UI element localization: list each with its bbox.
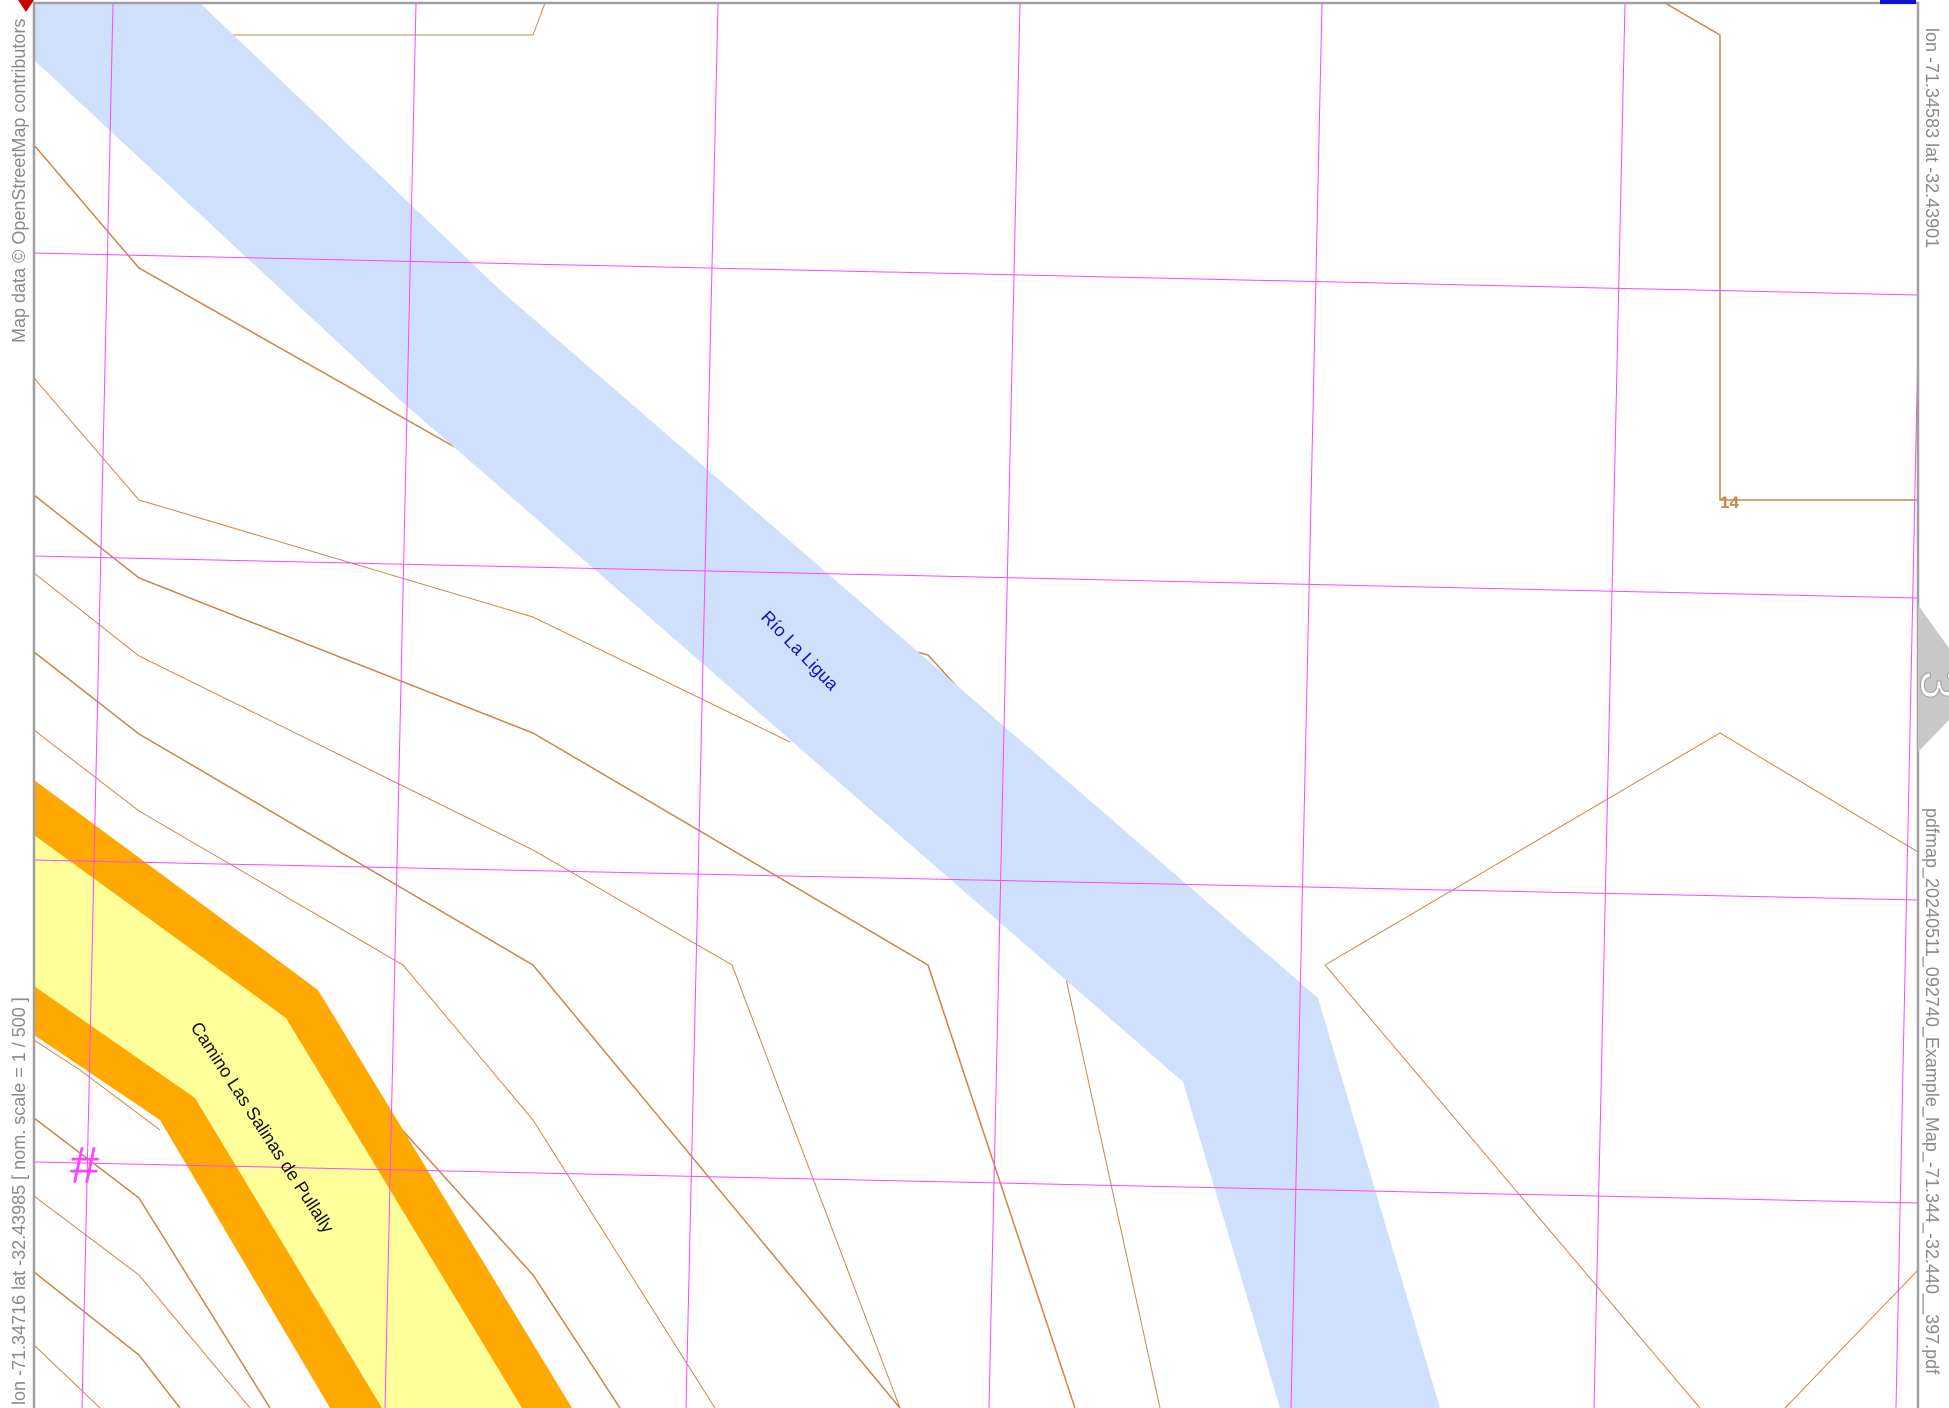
grid-line-horizontal: [34, 555, 1918, 599]
contour-line: [34, 729, 716, 1408]
corner-marker-blue: [1880, 0, 1916, 4]
coordinates-bottom-left: lon -71.34716 lat -32.43985 [ nom. scale…: [9, 997, 29, 1405]
contour-lines: [34, 3, 1918, 1408]
contour-line: [349, 1071, 621, 1408]
contour-line: [34, 1271, 181, 1408]
contour-line: [34, 494, 1076, 1408]
contour-line: [1664, 3, 1918, 501]
attribution-text: Map data © OpenStreetMap contributors: [9, 19, 29, 343]
contour-line: [34, 1195, 251, 1408]
contour-line: [34, 1344, 101, 1408]
page-tab-number: 3: [1909, 671, 1949, 700]
contour-line: [34, 651, 901, 1408]
contour-line: [34, 572, 901, 1408]
grid-line-vertical: [384, 3, 417, 1408]
contour-elevation-label: 14: [1720, 493, 1739, 512]
grid-marker: #: [70, 1137, 99, 1195]
grid-line-horizontal: [34, 252, 1918, 296]
contour-line: [34, 1117, 271, 1408]
coordinates-top-right: lon -71.34583 lat -32.43901: [1922, 28, 1942, 248]
grid-line-horizontal: [34, 859, 1918, 901]
grid-line-vertical: [1593, 3, 1626, 1408]
contour-line: [1784, 1269, 1918, 1408]
river-rio-la-ligua: [34, 3, 1440, 1408]
road-fill: [34, 835, 522, 1408]
coordinate-grid: [34, 3, 1918, 1408]
contour-line: [34, 1039, 161, 1131]
grid-line-vertical: [988, 3, 1021, 1408]
contour-line: [230, 3, 546, 36]
contour-line: [34, 144, 461, 451]
contour-line: [1324, 732, 1918, 1408]
grid-line-horizontal: [34, 1161, 1918, 1204]
contour-line: [1062, 964, 1161, 1408]
contour-line: [34, 377, 791, 743]
page-tab[interactable]: [1918, 605, 1949, 752]
grid-line-vertical: [1290, 3, 1323, 1408]
corner-marker-red: [18, 0, 34, 12]
pdf-filename: pdfmap_20240511_092740_Example_Map_-71.3…: [1921, 808, 1942, 1375]
grid-line-vertical: [81, 3, 114, 1408]
grid-line-vertical: [1895, 317, 1918, 1408]
grid-line-vertical: [685, 3, 719, 1408]
